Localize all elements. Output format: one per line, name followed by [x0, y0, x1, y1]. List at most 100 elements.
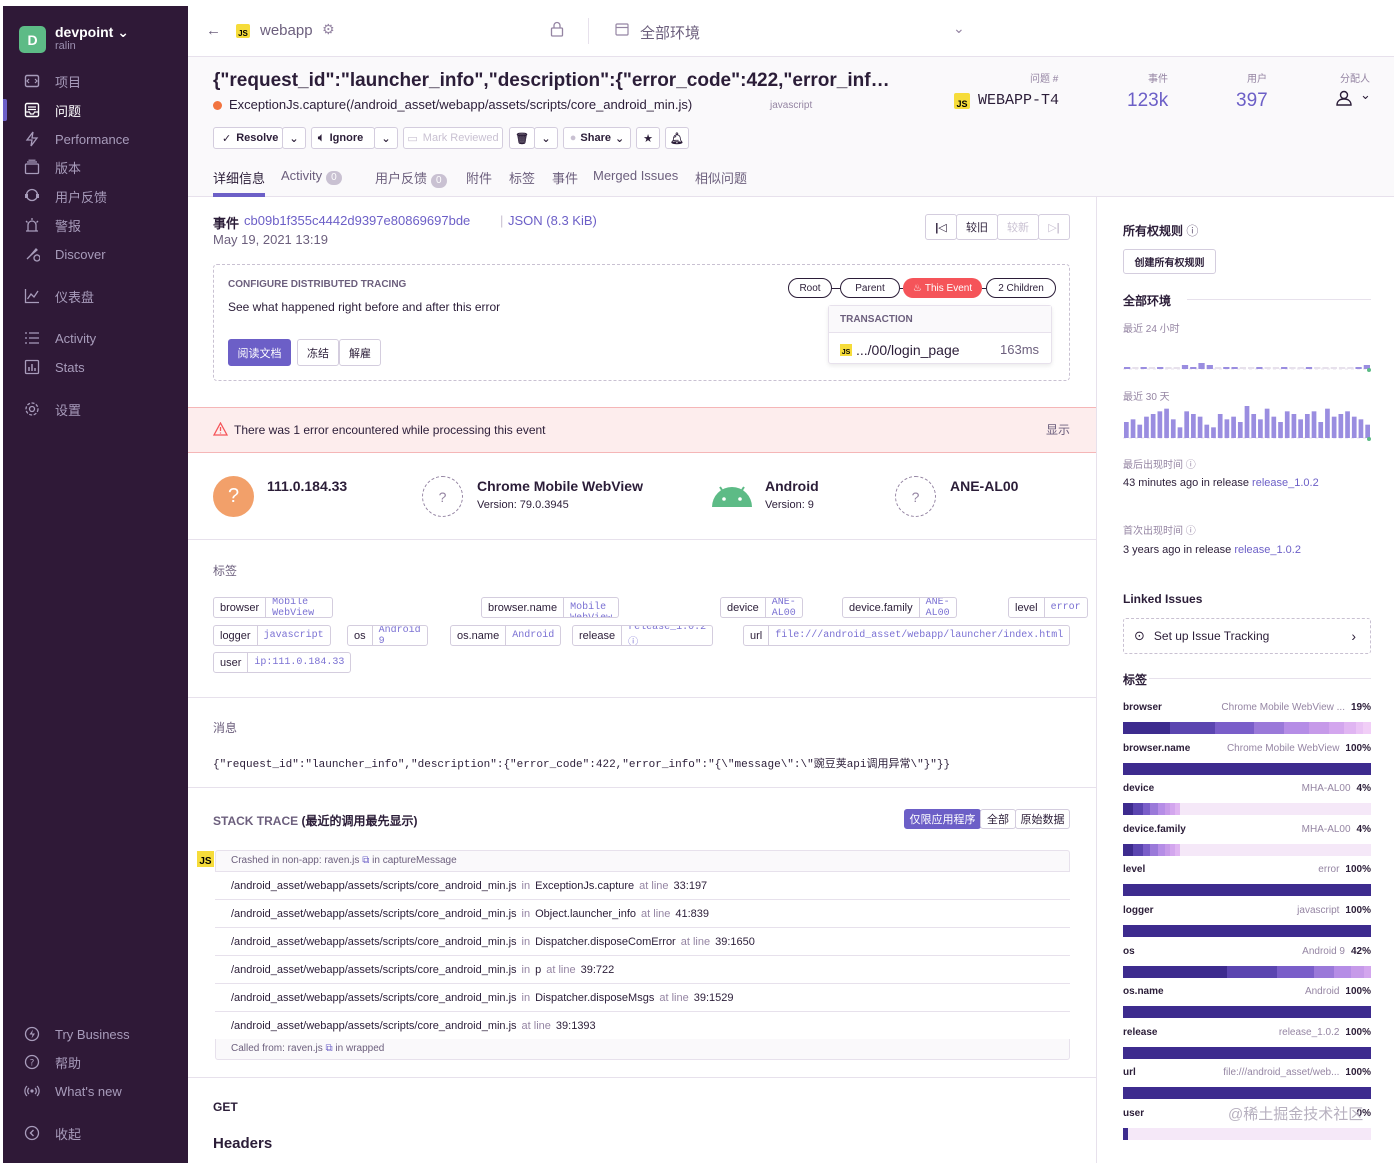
- tag-segment[interactable]: [1142, 803, 1151, 816]
- chart-bar[interactable]: [1223, 367, 1230, 369]
- tag-distribution-os[interactable]: os Android 9 42%: [1123, 946, 1371, 978]
- chart-bar[interactable]: [1358, 419, 1364, 438]
- delete-button[interactable]: 🗑︎: [509, 127, 535, 149]
- gear-icon[interactable]: ⚙: [322, 21, 335, 37]
- chart-bar[interactable]: [1231, 367, 1238, 369]
- sidebar-item-performance[interactable]: Performance: [3, 126, 188, 152]
- stack-frame[interactable]: /android_asset/webapp/assets/scripts/cor…: [215, 983, 1070, 1011]
- chart-bar[interactable]: [1157, 411, 1163, 438]
- tag-segment[interactable]: [1343, 722, 1357, 734]
- tag-distribution-bar[interactable]: [1123, 1128, 1371, 1140]
- tag-distribution-bar[interactable]: [1123, 884, 1371, 897]
- tag-distribution-url[interactable]: url file:///android_asset/web... 100%: [1123, 1067, 1371, 1100]
- chart-bar[interactable]: [1206, 365, 1213, 369]
- external-link-icon[interactable]: ⧉: [362, 855, 370, 866]
- chart-bar[interactable]: [1217, 414, 1223, 438]
- chart-bar[interactable]: [1197, 416, 1203, 438]
- chart-bar[interactable]: [1338, 367, 1346, 369]
- tab-similar-issues[interactable]: 相似问题: [695, 171, 748, 186]
- chart-bar[interactable]: [1237, 422, 1243, 438]
- tag-distribution-bar[interactable]: [1123, 803, 1371, 816]
- tag-value[interactable]: ip:111.0.184.33: [254, 657, 345, 668]
- sidebar-item-help[interactable]: ? 帮助: [3, 1049, 188, 1075]
- events-count[interactable]: 123k: [1127, 90, 1169, 111]
- chart-bar[interactable]: [1214, 367, 1222, 369]
- tag-segment[interactable]: [1123, 843, 1133, 856]
- chart-bar[interactable]: [1239, 367, 1246, 369]
- delete-dropdown[interactable]: ⌄: [534, 127, 558, 149]
- tag-segment[interactable]: [1333, 965, 1352, 978]
- chart-bar[interactable]: [1297, 367, 1304, 369]
- tag-value[interactable]: error: [1050, 602, 1081, 613]
- tag-distribution-device-family[interactable]: device.family MHA-AL00 4%: [1123, 824, 1371, 856]
- chart-bar[interactable]: [1281, 367, 1288, 369]
- users-count[interactable]: 397: [1236, 90, 1268, 111]
- tag-segment[interactable]: [1157, 843, 1166, 856]
- chart-bar[interactable]: [1191, 414, 1196, 438]
- chart-bar[interactable]: [1224, 419, 1230, 438]
- tag-segment[interactable]: [1165, 843, 1171, 856]
- chart-bar[interactable]: [1330, 367, 1337, 369]
- chart-bar[interactable]: [1318, 422, 1324, 438]
- tag-segment[interactable]: [1227, 965, 1277, 978]
- chart-bar[interactable]: [1244, 406, 1250, 438]
- tag-segment[interactable]: [1254, 722, 1285, 734]
- chart-bar[interactable]: [1170, 419, 1176, 438]
- tag-segment[interactable]: [1123, 762, 1371, 775]
- sidebar-item-discover[interactable]: Discover: [3, 241, 188, 267]
- transaction-box[interactable]: TRANSACTION JS .../00/login_page 163ms: [828, 305, 1052, 364]
- event-id[interactable]: cb09b1f355c4442d9397e80869697bde: [244, 213, 471, 228]
- tag-segment[interactable]: [1313, 965, 1334, 978]
- tag-distribution-os-name[interactable]: os.name Android 100%: [1123, 986, 1371, 1019]
- chart-bar[interactable]: [1248, 367, 1255, 369]
- tag-distribution-browser[interactable]: browser Chrome Mobile WebView ... 19%: [1123, 702, 1371, 734]
- setup-issue-tracking-button[interactable]: ⊙ Set up Issue Tracking ›: [1123, 618, 1371, 654]
- chart-bar[interactable]: [1289, 367, 1296, 369]
- tag-distribution-bar[interactable]: [1123, 762, 1371, 775]
- chart-bar[interactable]: [1190, 367, 1197, 369]
- dismiss-button[interactable]: 解雇: [339, 339, 381, 366]
- tag-segment[interactable]: [1276, 965, 1314, 978]
- chart-bar[interactable]: [1325, 408, 1330, 438]
- ignore-dropdown[interactable]: ⌄: [374, 127, 398, 149]
- tag-value[interactable]: Chrome Mobile WebView: [570, 598, 612, 617]
- external-link-icon[interactable]: ⧉: [325, 1043, 333, 1054]
- tag-segment[interactable]: [1363, 722, 1371, 734]
- issue-short-id[interactable]: WEBAPP-T4: [978, 92, 1060, 109]
- tab-tags[interactable]: 标签: [509, 171, 536, 186]
- raw-toggle[interactable]: 原始数据: [1015, 809, 1070, 829]
- tag-segment[interactable]: [1123, 965, 1228, 978]
- tag-segment[interactable]: [1170, 722, 1215, 734]
- tag-distribution-bar[interactable]: [1123, 722, 1371, 734]
- sidebar-item-dashboards[interactable]: 仪表盘: [3, 283, 188, 309]
- chart-bar[interactable]: [1150, 414, 1156, 438]
- sidebar-item-settings[interactable]: 设置: [3, 396, 188, 422]
- chart-bar[interactable]: [1251, 414, 1257, 438]
- tag-segment[interactable]: [1157, 803, 1166, 816]
- tag-pill-logger[interactable]: logger javascript: [213, 625, 331, 646]
- org-avatar[interactable]: D: [19, 26, 46, 53]
- chart-bar[interactable]: [1258, 419, 1263, 438]
- tag-pill-release[interactable]: release release_1.0.2 ⓘ: [572, 625, 714, 646]
- tab-details[interactable]: 详细信息: [213, 168, 266, 197]
- chart-bar[interactable]: [1264, 367, 1271, 369]
- chart-bar[interactable]: [1124, 367, 1131, 369]
- tag-segment[interactable]: [1308, 722, 1329, 734]
- chart-bar[interactable]: [1304, 414, 1310, 438]
- tag-pill-device-family[interactable]: device.family ANE-AL00: [842, 597, 957, 618]
- tag-segment[interactable]: [1123, 884, 1371, 897]
- sidebar-item-whats-new[interactable]: What's new: [3, 1078, 188, 1104]
- resolve-dropdown[interactable]: ⌄: [282, 127, 306, 149]
- tag-segment[interactable]: [1170, 803, 1176, 816]
- subscribe-button[interactable]: 🔔︎: [665, 127, 689, 149]
- stack-frame[interactable]: /android_asset/webapp/assets/scripts/cor…: [215, 1011, 1070, 1039]
- tag-segment[interactable]: [1123, 803, 1133, 816]
- tag-segment[interactable]: [1123, 1128, 1128, 1140]
- full-toggle[interactable]: 全部: [980, 809, 1016, 829]
- tag-distribution-browser-name[interactable]: browser.name Chrome Mobile WebView 100%: [1123, 743, 1371, 775]
- tag-value[interactable]: ANE-AL00: [925, 597, 950, 618]
- tag-distribution-device[interactable]: device MHA-AL00 4%: [1123, 783, 1371, 816]
- chart-bar[interactable]: [1338, 414, 1344, 438]
- chart-bar[interactable]: [1144, 416, 1149, 438]
- chart-bar[interactable]: [1256, 367, 1263, 369]
